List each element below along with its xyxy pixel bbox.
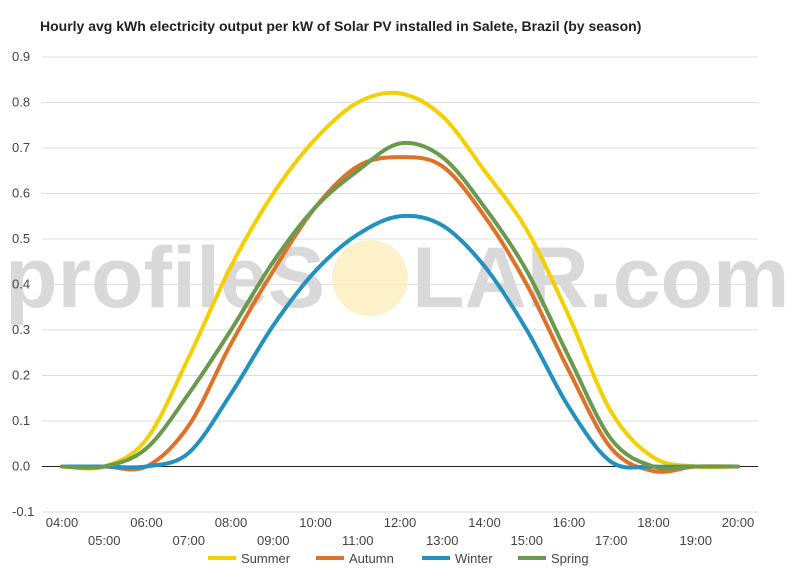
- x-tick-label: 13:00: [426, 533, 459, 548]
- x-tick-label: 04:00: [46, 515, 79, 530]
- x-tick-label: 10:00: [299, 515, 332, 530]
- y-tick-label: 0.4: [12, 277, 30, 292]
- y-tick-label: 0.1: [12, 413, 30, 428]
- x-tick-label: 05:00: [88, 533, 121, 548]
- y-tick-label: -0.1: [12, 504, 34, 519]
- x-tick-label: 17:00: [595, 533, 628, 548]
- y-tick-label: 0.3: [12, 322, 30, 337]
- series-line-winter: [60, 213, 740, 470]
- series-line-spring: [60, 140, 740, 471]
- watermark: profileS LAR.com: [5, 230, 789, 326]
- watermark-text-left: profileS: [5, 230, 325, 326]
- x-axis-ticks: 04:00 05:00 06:00 07:00 08:00 09:00 10:00 11:00…: [46, 515, 755, 548]
- series-lines: [60, 90, 740, 474]
- legend-label-autumn: Autumn: [349, 551, 394, 566]
- legend-label-spring: Spring: [551, 551, 589, 566]
- legend-label-summer: Summer: [241, 551, 291, 566]
- y-tick-label: 0.8: [12, 95, 30, 110]
- y-tick-label: 0.9: [12, 49, 30, 64]
- gridlines: [42, 56, 758, 513]
- y-tick-label: 0.2: [12, 368, 30, 383]
- x-tick-label: 19:00: [679, 533, 712, 548]
- y-tick-label: 0.6: [12, 186, 30, 201]
- x-tick-label: 11:00: [342, 533, 374, 548]
- x-tick-label: 16:00: [553, 515, 586, 530]
- y-tick-label: 0.5: [12, 231, 30, 246]
- watermark-sun-icon: [332, 240, 408, 316]
- x-tick-label: 08:00: [215, 515, 248, 530]
- x-tick-label: 07:00: [172, 533, 205, 548]
- x-tick-label: 06:00: [130, 515, 163, 530]
- x-tick-label: 18:00: [637, 515, 670, 530]
- y-axis-ticks: -0.1 0.0 0.1 0.2 0.3 0.4 0.5 0.6 0.7 0.8 0.9: [12, 49, 34, 519]
- y-tick-label: 0.0: [12, 459, 30, 474]
- legend-label-winter: Winter: [455, 551, 493, 566]
- x-tick-label: 12:00: [384, 515, 417, 530]
- x-tick-label: 20:00: [722, 515, 755, 530]
- x-tick-label: 14:00: [468, 515, 501, 530]
- watermark-text-right: LAR.com: [412, 230, 789, 326]
- x-tick-label: 15:00: [510, 533, 543, 548]
- series-line-autumn: [60, 155, 740, 474]
- legend: Summer Autumn Winter Spring: [208, 551, 589, 566]
- y-tick-label: 0.7: [12, 140, 30, 155]
- series-line-summer: [60, 90, 740, 471]
- x-tick-label: 09:00: [257, 533, 290, 548]
- chart-title: Hourly avg kWh electricity output per kW…: [40, 18, 642, 34]
